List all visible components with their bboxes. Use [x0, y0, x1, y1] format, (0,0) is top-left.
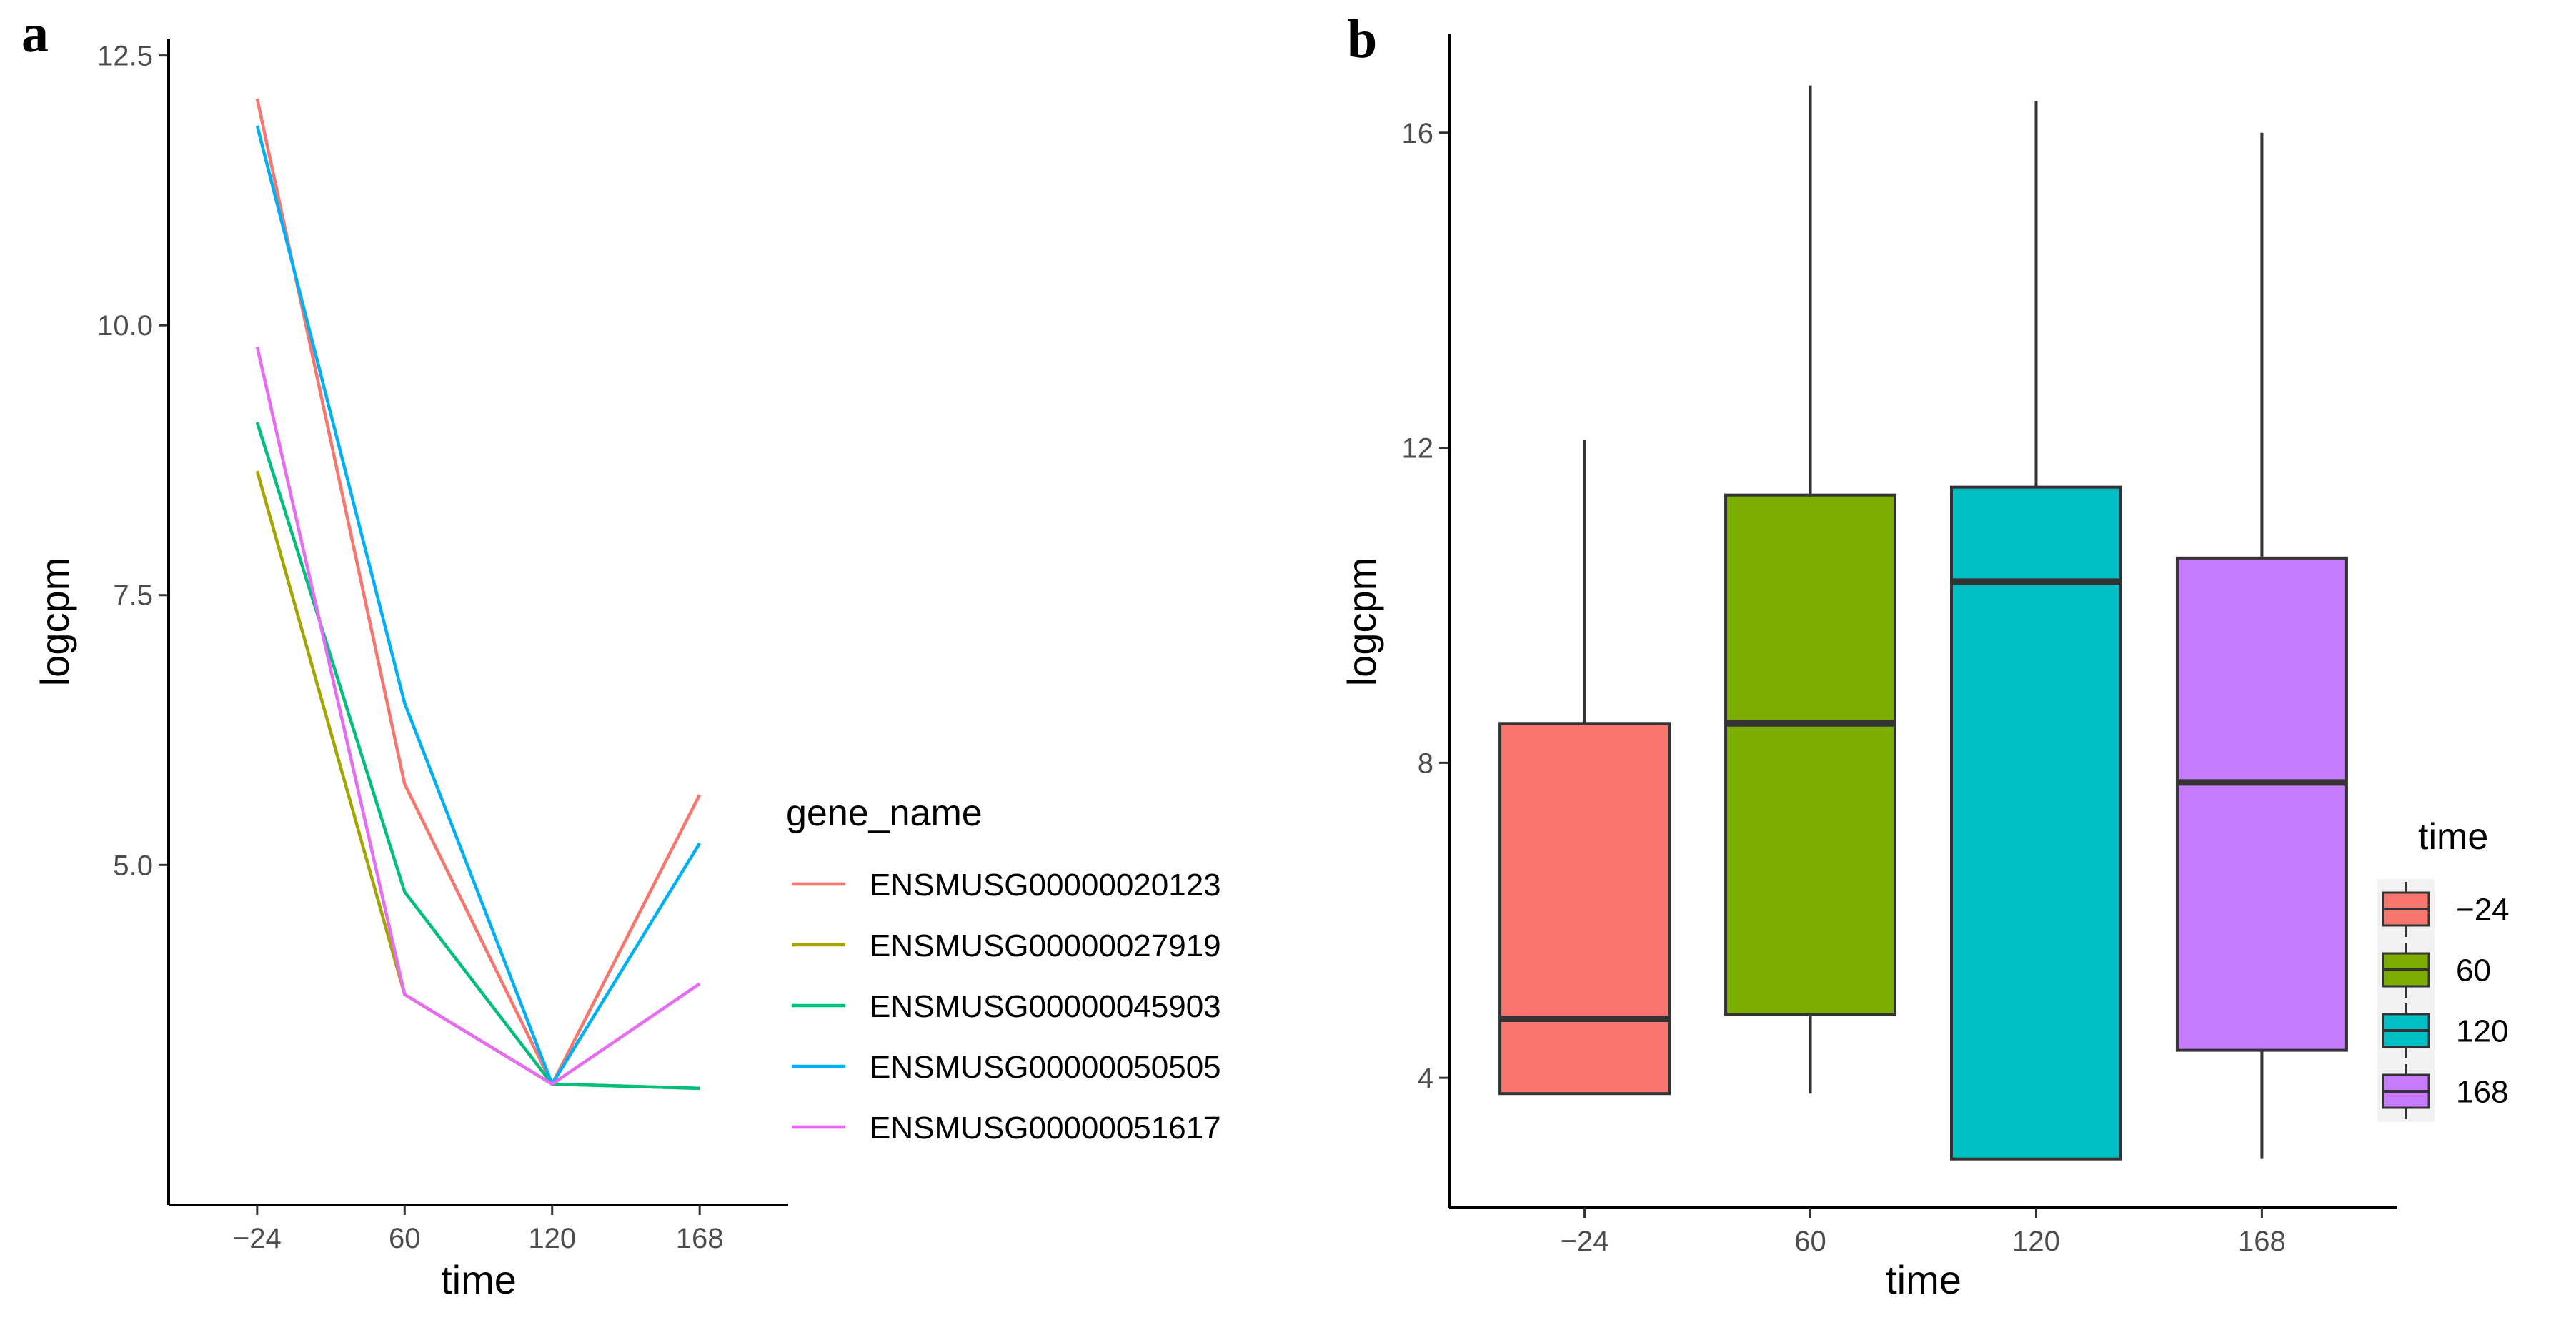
a-series-line-5 [255, 346, 701, 1086]
b-legend-items: −24 60 120 168 [2377, 879, 2510, 1122]
a-x-axis-ticks: −24 60 120 168 [233, 1205, 724, 1254]
b-box-group-4 [2175, 132, 2348, 1159]
a-series-line-1 [255, 98, 702, 1086]
b-box [1498, 722, 1671, 1096]
b-legend-label-2: 60 [2456, 953, 2491, 988]
a-x-tick-label: 60 [389, 1223, 421, 1254]
a-y-tick-label: 10.0 [97, 310, 153, 342]
a-legend-label-3: ENSMUSG00000045903 [870, 989, 1221, 1024]
b-box-group-3 [1949, 101, 2122, 1161]
b-boxes [1498, 85, 2348, 1161]
a-legend-label-1: ENSMUSG00000020123 [870, 868, 1221, 903]
a-legend-label-2: ENSMUSG00000027919 [870, 928, 1221, 963]
b-y-tick-label: 16 [1402, 118, 1434, 149]
b-legend-label-3: 120 [2456, 1014, 2508, 1049]
a-x-tick-label: 120 [528, 1223, 576, 1254]
b-x-tick-label: −24 [1561, 1226, 1609, 1257]
a-y-axis-ticks: 5.0 7.5 10.0 12.5 [97, 41, 169, 881]
a-y-axis-title: logcpm [32, 557, 77, 687]
b-legend-title: time [2418, 816, 2488, 858]
b-x-axis-title: time [1886, 1257, 1961, 1302]
b-box [2175, 556, 2348, 1052]
b-box [1724, 493, 1897, 1017]
a-x-tick-label: 168 [676, 1223, 724, 1254]
a-legend-items: ENSMUSG00000020123 ENSMUSG00000027919 ENSM… [792, 868, 1221, 1146]
a-series-lines [255, 98, 702, 1091]
b-legend: time −24 60 120 168 [2377, 816, 2510, 1122]
panel-label-b: b [1347, 9, 1377, 69]
b-legend-item-4: 168 [2377, 1061, 2508, 1122]
b-x-tick-label: 168 [2238, 1226, 2286, 1257]
a-y-tick-label: 5.0 [113, 850, 153, 881]
a-x-axis-title: time [441, 1257, 517, 1302]
a-legend-title: gene_name [786, 793, 983, 834]
b-y-tick-label: 12 [1402, 433, 1434, 465]
b-box [1949, 485, 2122, 1161]
line-chart-panel-a: 5.0 7.5 10.0 12.5 −24 60 120 168 time logcpm g… [32, 39, 1221, 1302]
a-legend-label-5: ENSMUSG00000051617 [870, 1111, 1221, 1146]
b-legend-label-4: 168 [2456, 1075, 2508, 1110]
b-legend-item-3: 120 [2377, 1001, 2508, 1061]
a-series-line-3 [255, 422, 700, 1091]
b-x-tick-label: 120 [2012, 1226, 2060, 1257]
a-series-line-4 [255, 125, 702, 1086]
a-x-tick-label: −24 [233, 1223, 282, 1254]
b-y-tick-label: 8 [1418, 748, 1433, 779]
a-y-tick-label: 12.5 [97, 41, 153, 72]
b-box-group-1 [1498, 440, 1671, 1096]
b-legend-item-1: −24 [2377, 879, 2510, 940]
a-y-tick-label: 7.5 [113, 580, 153, 612]
b-y-axis-ticks: 4 8 12 16 [1402, 118, 1449, 1094]
b-y-tick-label: 4 [1418, 1063, 1433, 1094]
b-legend-item-2: 60 [2377, 940, 2491, 1001]
b-legend-label-1: −24 [2456, 893, 2510, 928]
box-chart-panel-b: 4 8 12 16 −24 60 120 168 time logcpm time −24 6… [1339, 34, 2510, 1302]
a-legend: gene_name ENSMUSG00000020123ENSMUSG00000… [786, 793, 1221, 1146]
b-box-group-2 [1724, 85, 1897, 1094]
b-y-axis-title: logcpm [1339, 557, 1384, 687]
a-legend-label-4: ENSMUSG00000050505 [870, 1050, 1221, 1085]
b-x-tick-label: 60 [1794, 1226, 1826, 1257]
b-x-axis-ticks: −24 60 120 168 [1561, 1208, 2286, 1257]
panel-label-a: a [21, 4, 49, 64]
